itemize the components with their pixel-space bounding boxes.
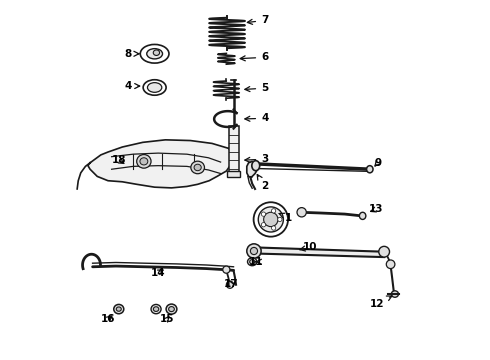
Circle shape	[379, 246, 390, 257]
Ellipse shape	[147, 83, 162, 92]
Ellipse shape	[151, 305, 161, 314]
Text: 17: 17	[223, 279, 238, 289]
Polygon shape	[247, 161, 258, 177]
Text: 15: 15	[160, 314, 174, 324]
Polygon shape	[255, 247, 384, 257]
Circle shape	[223, 266, 230, 273]
Ellipse shape	[367, 166, 373, 173]
Ellipse shape	[194, 164, 201, 171]
Text: 4: 4	[125, 81, 140, 91]
Text: 18: 18	[112, 155, 126, 165]
Circle shape	[258, 207, 283, 232]
Circle shape	[261, 222, 266, 227]
Text: 7: 7	[247, 15, 269, 26]
Ellipse shape	[143, 80, 166, 95]
Circle shape	[271, 226, 276, 230]
Text: 3: 3	[245, 154, 269, 164]
Ellipse shape	[191, 161, 204, 174]
Text: 2: 2	[257, 175, 269, 192]
Ellipse shape	[153, 307, 159, 311]
Circle shape	[247, 244, 261, 258]
Text: 9: 9	[374, 158, 381, 168]
Ellipse shape	[114, 305, 124, 314]
Bar	[227, 171, 240, 177]
Text: 6: 6	[240, 52, 269, 62]
Ellipse shape	[116, 307, 122, 311]
Text: 13: 13	[368, 204, 383, 215]
Text: 12: 12	[370, 296, 392, 309]
Circle shape	[297, 208, 306, 217]
Text: 11: 11	[248, 257, 263, 267]
Ellipse shape	[392, 291, 398, 297]
Text: 5: 5	[245, 83, 269, 93]
Circle shape	[261, 212, 266, 216]
Ellipse shape	[153, 50, 160, 55]
Text: 16: 16	[101, 314, 115, 324]
Text: 8: 8	[125, 49, 139, 59]
Ellipse shape	[250, 260, 255, 264]
Text: 14: 14	[151, 267, 166, 278]
Text: 1: 1	[279, 213, 293, 222]
Ellipse shape	[140, 158, 148, 165]
Circle shape	[271, 209, 276, 213]
Ellipse shape	[252, 161, 260, 171]
Ellipse shape	[166, 304, 177, 314]
Circle shape	[386, 260, 395, 269]
Circle shape	[264, 212, 278, 226]
Circle shape	[278, 217, 282, 222]
Text: 10: 10	[300, 242, 318, 252]
Bar	[228, 126, 239, 177]
Ellipse shape	[359, 212, 366, 220]
Text: 4: 4	[245, 113, 269, 123]
Ellipse shape	[147, 49, 163, 59]
Circle shape	[226, 281, 234, 288]
Circle shape	[250, 247, 258, 255]
Circle shape	[254, 202, 288, 237]
Ellipse shape	[140, 44, 169, 63]
Ellipse shape	[247, 258, 257, 266]
Polygon shape	[88, 140, 234, 188]
Ellipse shape	[169, 307, 174, 312]
Ellipse shape	[137, 154, 151, 168]
